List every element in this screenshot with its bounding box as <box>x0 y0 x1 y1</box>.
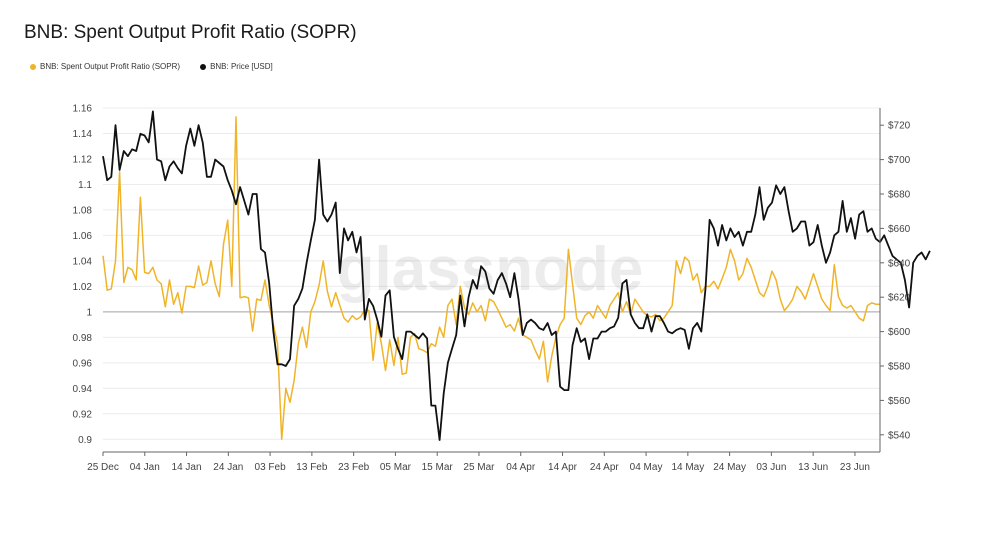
legend-swatch-price <box>200 63 207 70</box>
right-tick-label: $540 <box>888 430 911 441</box>
x-tick-label: 04 Apr <box>506 462 536 473</box>
legend-label-price: BNB: Price [USD] <box>210 62 273 71</box>
x-tick-label: 24 May <box>713 462 746 473</box>
left-tick-label: 1.06 <box>73 231 93 242</box>
right-tick-label: $720 <box>888 121 911 132</box>
left-tick-label: 1.08 <box>73 205 93 216</box>
x-tick-label: 14 Apr <box>548 462 578 473</box>
right-tick-label: $660 <box>888 224 911 235</box>
x-tick-label: 04 May <box>630 462 663 473</box>
x-tick-label: 24 Apr <box>590 462 620 473</box>
right-tick-label: $640 <box>888 258 911 269</box>
x-tick-label: 05 Mar <box>380 462 412 473</box>
x-axis-ticks: 25 Dec 04 Jan 14 Jan 24 Jan 03 Feb 13 Feb 23 F… <box>87 452 870 473</box>
x-tick-label: 13 Feb <box>296 462 328 473</box>
x-tick-label: 14 Jan <box>172 462 202 473</box>
left-tick-label: 0.92 <box>73 409 93 420</box>
right-tick-label: $600 <box>888 327 911 338</box>
x-tick-label: 24 Jan <box>213 462 243 473</box>
right-tick-label: $560 <box>888 396 911 407</box>
left-tick-label: 1.12 <box>73 154 93 165</box>
chart-title: BNB: Spent Output Profit Ratio (SOPR) <box>24 22 357 43</box>
x-tick-label: 15 Mar <box>422 462 454 473</box>
x-tick-label: 03 Jun <box>756 462 786 473</box>
price-series-line <box>102 110 931 441</box>
legend-item-price[interactable]: BNB: Price [USD] <box>200 62 273 71</box>
sopr-series-line <box>102 116 880 441</box>
x-tick-label: 03 Feb <box>255 462 287 473</box>
series-lines <box>102 110 931 441</box>
legend: BNB: Spent Output Profit Ratio (SOPR) BN… <box>30 62 273 71</box>
x-tick-label: 04 Jan <box>130 462 160 473</box>
x-tick-label: 14 May <box>671 462 704 473</box>
left-tick-label: 1.02 <box>73 282 93 293</box>
x-tick-label: 25 Mar <box>463 462 495 473</box>
left-tick-label: 1.1 <box>78 180 92 191</box>
right-tick-label: $680 <box>888 190 911 201</box>
right-tick-label: $620 <box>888 293 911 304</box>
right-axis-ticks: $540 $560 $580 $600 $620 $640 $660 $680 $700 $720 <box>880 121 911 441</box>
left-tick-label: 1.04 <box>73 256 93 267</box>
x-tick-label: 23 Feb <box>338 462 370 473</box>
left-tick-label: 1.16 <box>73 104 93 115</box>
left-tick-label: 0.96 <box>73 358 93 369</box>
legend-label-sopr: BNB: Spent Output Profit Ratio (SOPR) <box>40 62 181 71</box>
left-tick-label: 1.14 <box>73 129 93 140</box>
axes <box>103 108 881 453</box>
watermark-text: glassnode <box>337 235 644 304</box>
legend-swatch-sopr <box>30 63 36 70</box>
left-tick-label: 0.94 <box>73 384 93 395</box>
left-tick-label: 1 <box>86 307 92 318</box>
x-tick-label: 25 Dec <box>87 462 119 473</box>
left-tick-label: 0.98 <box>73 333 93 344</box>
left-tick-label: 0.9 <box>78 435 92 446</box>
x-tick-label: 13 Jun <box>798 462 828 473</box>
left-axis-ticks: 0.9 0.92 0.94 0.96 0.98 1 1.02 1.04 1.06 1.08 1.1 1… <box>73 104 93 446</box>
right-tick-label: $580 <box>888 362 911 373</box>
legend-item-sopr[interactable]: BNB: Spent Output Profit Ratio (SOPR) <box>30 62 180 71</box>
x-tick-label: 23 Jun <box>840 462 870 473</box>
right-tick-label: $700 <box>888 155 911 166</box>
